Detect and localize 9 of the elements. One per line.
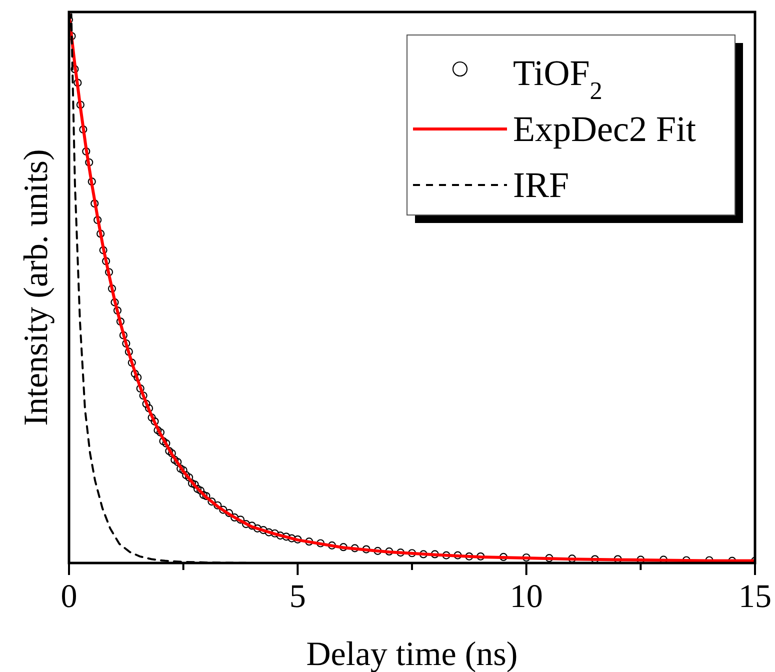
x-tick-label: 15 — [738, 579, 772, 615]
y-axis-title: Intensity (arb. units) — [18, 149, 55, 426]
x-tick-label: 0 — [60, 579, 78, 615]
x-tick-label: 5 — [289, 579, 306, 615]
legend-label: ExpDec2 Fit — [513, 109, 696, 149]
legend-label: IRF — [513, 165, 570, 205]
legend-label: TiOF$_{2}$ — [513, 53, 602, 104]
x-tick-label: 10 — [510, 579, 543, 615]
x-axis-title: Delay time (ns) — [306, 636, 518, 672]
